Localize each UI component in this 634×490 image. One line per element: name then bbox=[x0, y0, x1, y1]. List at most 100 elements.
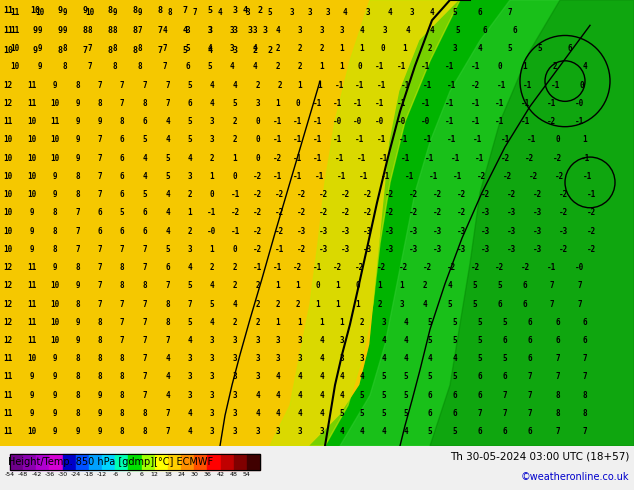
Text: 10: 10 bbox=[3, 245, 13, 254]
Text: 7: 7 bbox=[98, 263, 102, 272]
Text: -1: -1 bbox=[230, 226, 240, 236]
Text: 10: 10 bbox=[50, 99, 60, 108]
Text: 5: 5 bbox=[404, 372, 408, 382]
Text: 0: 0 bbox=[256, 117, 261, 126]
Text: 3: 3 bbox=[253, 26, 257, 35]
Text: -0: -0 bbox=[353, 117, 363, 126]
Text: 7: 7 bbox=[98, 281, 102, 290]
Text: 9: 9 bbox=[32, 26, 37, 35]
Text: 7: 7 bbox=[143, 318, 147, 327]
Text: 4: 4 bbox=[230, 62, 235, 72]
Text: 8: 8 bbox=[75, 372, 81, 382]
Text: 11: 11 bbox=[27, 281, 37, 290]
Text: 8: 8 bbox=[133, 26, 138, 35]
Bar bbox=[168, 454, 181, 470]
Text: 7: 7 bbox=[165, 81, 171, 90]
Text: 3: 3 bbox=[359, 336, 365, 345]
Text: -2: -2 bbox=[587, 245, 597, 254]
Text: 8: 8 bbox=[75, 172, 81, 181]
Text: 7: 7 bbox=[508, 8, 512, 17]
Text: 7: 7 bbox=[120, 99, 124, 108]
Text: 7: 7 bbox=[527, 391, 533, 400]
Text: 5: 5 bbox=[453, 336, 457, 345]
Text: 5: 5 bbox=[382, 409, 386, 418]
Text: -1: -1 bbox=[294, 117, 302, 126]
Text: 4: 4 bbox=[256, 409, 261, 418]
Text: 8: 8 bbox=[120, 354, 124, 363]
Text: 3: 3 bbox=[210, 354, 214, 363]
Text: 7: 7 bbox=[165, 99, 171, 108]
Text: -1: -1 bbox=[401, 81, 410, 90]
Text: 10: 10 bbox=[3, 172, 13, 181]
Text: 5: 5 bbox=[268, 8, 273, 17]
Text: 8: 8 bbox=[75, 81, 81, 90]
Text: 4: 4 bbox=[188, 336, 192, 345]
Text: 6: 6 bbox=[527, 354, 533, 363]
Text: 6: 6 bbox=[477, 372, 482, 382]
Text: 5: 5 bbox=[143, 135, 147, 145]
Text: 4: 4 bbox=[165, 391, 171, 400]
Text: -1: -1 bbox=[448, 135, 456, 145]
Text: 1: 1 bbox=[316, 299, 320, 309]
Text: 5: 5 bbox=[428, 336, 432, 345]
Text: -2: -2 bbox=[254, 226, 262, 236]
Text: -24: -24 bbox=[70, 472, 81, 477]
Text: 8: 8 bbox=[120, 281, 124, 290]
Text: 3: 3 bbox=[188, 372, 192, 382]
Text: 5: 5 bbox=[503, 354, 507, 363]
Text: Th 30-05-2024 03:00 UTC (18+57): Th 30-05-2024 03:00 UTC (18+57) bbox=[450, 452, 629, 462]
Text: 5: 5 bbox=[503, 318, 507, 327]
Text: -1: -1 bbox=[521, 99, 529, 108]
Text: -3: -3 bbox=[481, 226, 491, 236]
Text: -2: -2 bbox=[320, 208, 328, 218]
Text: -1: -1 bbox=[399, 135, 409, 145]
Text: -2: -2 bbox=[521, 263, 529, 272]
Text: -1: -1 bbox=[313, 117, 323, 126]
Text: -1: -1 bbox=[333, 99, 342, 108]
Text: -1: -1 bbox=[453, 172, 463, 181]
Text: -1: -1 bbox=[495, 99, 505, 108]
Text: 2: 2 bbox=[256, 281, 261, 290]
Text: 9: 9 bbox=[30, 409, 34, 418]
Text: -1: -1 bbox=[498, 81, 507, 90]
Text: -2: -2 bbox=[471, 81, 481, 90]
Text: 1: 1 bbox=[188, 208, 192, 218]
Text: 3: 3 bbox=[410, 8, 414, 17]
Text: -0: -0 bbox=[333, 117, 342, 126]
Bar bbox=[207, 454, 221, 470]
Text: -3: -3 bbox=[363, 245, 373, 254]
Text: 8: 8 bbox=[108, 26, 112, 35]
Text: 4: 4 bbox=[165, 117, 171, 126]
Text: 4: 4 bbox=[208, 44, 212, 53]
Text: 4: 4 bbox=[163, 26, 167, 35]
Text: 5: 5 bbox=[340, 409, 344, 418]
Text: 10: 10 bbox=[3, 46, 13, 55]
Text: -1: -1 bbox=[333, 135, 342, 145]
Text: 7: 7 bbox=[163, 44, 167, 53]
Text: 8: 8 bbox=[98, 372, 102, 382]
Text: 10: 10 bbox=[50, 281, 60, 290]
Bar bbox=[155, 454, 168, 470]
Text: 4: 4 bbox=[188, 153, 192, 163]
Text: 4: 4 bbox=[188, 263, 192, 272]
Text: 5: 5 bbox=[188, 281, 192, 290]
Text: -1: -1 bbox=[337, 172, 347, 181]
Text: 7: 7 bbox=[583, 372, 587, 382]
Bar bbox=[49, 454, 63, 470]
Text: 2: 2 bbox=[252, 46, 257, 55]
Text: 6: 6 bbox=[527, 318, 533, 327]
Text: 0: 0 bbox=[256, 135, 261, 145]
Text: -2: -2 bbox=[448, 263, 456, 272]
Text: 1: 1 bbox=[340, 62, 344, 72]
Text: 6: 6 bbox=[527, 427, 533, 436]
Text: 5: 5 bbox=[428, 372, 432, 382]
Text: 11: 11 bbox=[3, 427, 13, 436]
Text: 6: 6 bbox=[186, 62, 190, 72]
Text: -1: -1 bbox=[294, 135, 302, 145]
Text: 0: 0 bbox=[356, 281, 360, 290]
Text: -2: -2 bbox=[547, 117, 557, 126]
Text: -1: -1 bbox=[527, 135, 536, 145]
Text: -2: -2 bbox=[399, 263, 409, 272]
Text: 10: 10 bbox=[27, 172, 37, 181]
Text: 3: 3 bbox=[262, 26, 268, 35]
